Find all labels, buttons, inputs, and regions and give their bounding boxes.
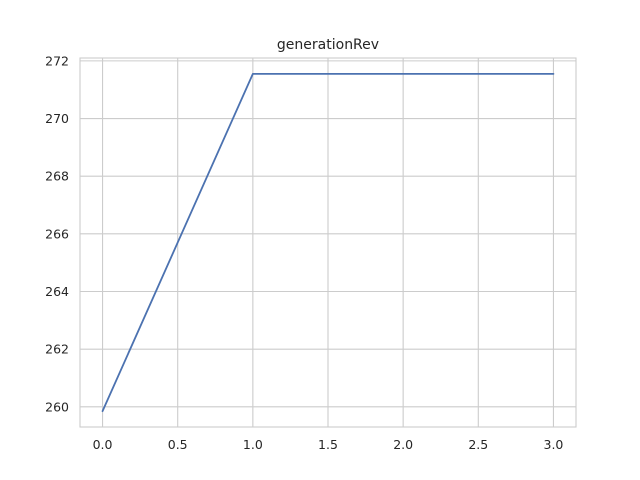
y-tick-label: 268 [45,169,69,184]
y-tick-label: 272 [45,53,69,68]
x-tick-label: 2.0 [393,437,413,452]
x-tick-label: 2.5 [468,437,488,452]
series-line [101,72,555,413]
x-tick-label: 1.5 [318,437,338,452]
x-tick-label: 1.0 [243,437,263,452]
x-tick-label: 0.5 [168,437,188,452]
y-axis: 260 262 264 266 268 270 272 [45,53,69,414]
series-group [101,72,555,413]
chart-title: generationRev [277,37,379,53]
x-axis: 0.0 0.5 1.0 1.5 2.0 2.5 3.0 [93,437,564,452]
x-tick-label: 0.0 [93,437,113,452]
y-tick-label: 260 [45,399,69,414]
plot-frame [79,57,577,428]
y-tick-label: 262 [45,342,69,357]
x-tick-label: 3.0 [544,437,564,452]
y-tick-label: 270 [45,111,69,126]
grid [80,58,576,427]
y-tick-label: 264 [45,284,69,299]
y-tick-label: 266 [45,226,69,241]
